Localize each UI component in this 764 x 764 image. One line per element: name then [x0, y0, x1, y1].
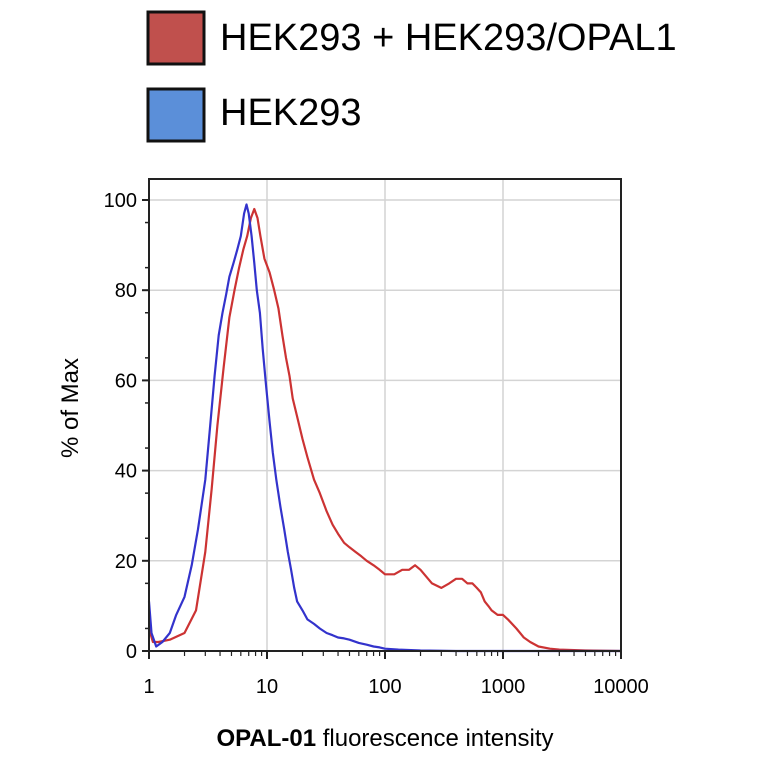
legend: HEK293 + HEK293/OPAL1 HEK293: [146, 10, 677, 143]
legend-swatch-1: [146, 87, 206, 143]
y-tick-label-0: 0: [126, 641, 137, 663]
legend-label-1: HEK293: [220, 92, 362, 134]
legend-swatch-0: [146, 10, 206, 66]
y-tick-label-5: 100: [104, 190, 137, 212]
x-axis-title-bold: OPAL-01: [216, 725, 316, 752]
x-tick-label-3: 1000: [481, 676, 526, 698]
x-tick-label-2: 100: [368, 676, 401, 698]
y-tick-label-2: 40: [115, 461, 137, 483]
y-tick-label-1: 20: [115, 551, 137, 573]
x-tick-label-0: 1: [143, 676, 154, 698]
series-line-1: [147, 203, 621, 653]
y-axis-title: % of Max: [57, 358, 84, 458]
x-tick-label-4: 10000: [593, 676, 649, 698]
ticks: 0 20 40 60 80 100 1 10 100 1000 10000: [104, 190, 649, 698]
series-lines: [147, 203, 622, 653]
x-axis-title: OPAL-01 fluorescence intensity: [216, 725, 553, 752]
grid: [149, 179, 621, 651]
x-tick-label-1: 10: [256, 676, 278, 698]
series-line-0: [147, 207, 622, 653]
y-tick-label-3: 60: [115, 370, 137, 392]
legend-label-0: HEK293 + HEK293/OPAL1: [220, 17, 677, 59]
x-axis-title-rest: fluorescence intensity: [316, 725, 553, 752]
y-tick-label-4: 80: [115, 280, 137, 302]
